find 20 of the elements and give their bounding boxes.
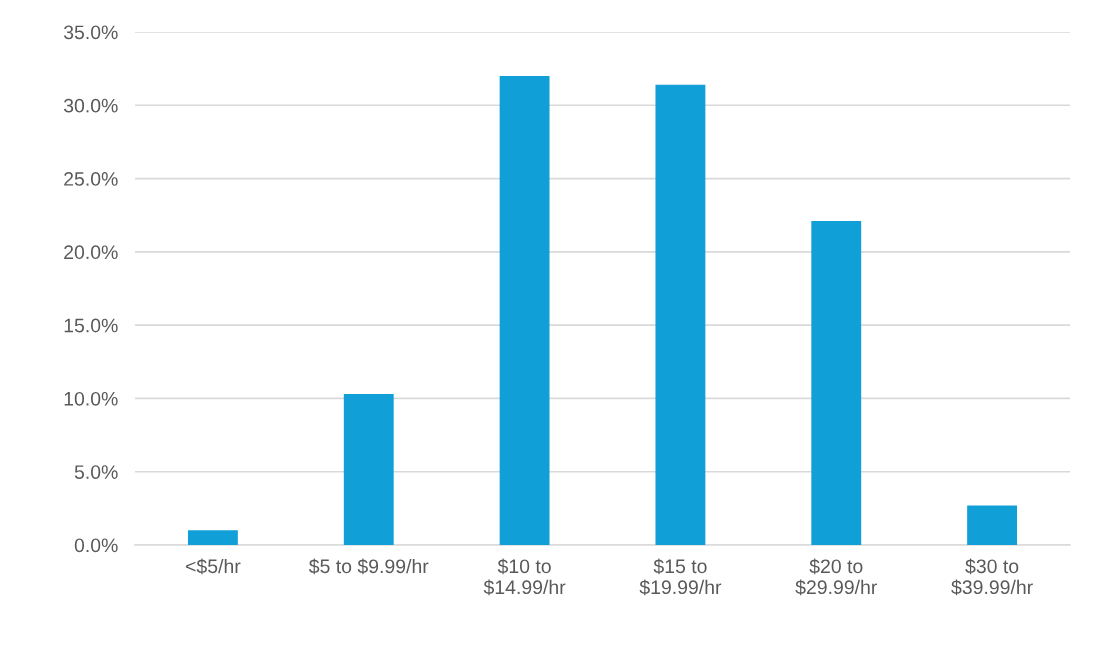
- bar: [187, 530, 238, 545]
- y-tick-label: 20.0%: [64, 245, 118, 260]
- x-tick-label: $20 to $29.99/hr: [795, 558, 878, 596]
- bar: [655, 84, 706, 545]
- y-tick-label: 15.0%: [64, 318, 118, 333]
- bar: [811, 221, 862, 545]
- bar: [343, 394, 394, 545]
- y-tick-label: 10.0%: [64, 391, 118, 406]
- y-tick-label: 0.0%: [74, 538, 118, 553]
- x-tick-label: $10 to $14.99/hr: [483, 558, 566, 596]
- bar: [499, 75, 550, 545]
- x-tick-label: $15 to $19.99/hr: [639, 558, 722, 596]
- x-tick-label: <$5/hr: [186, 558, 241, 575]
- x-tick-label: $30 to $39.99/hr: [951, 558, 1033, 596]
- bar: [967, 505, 1018, 545]
- y-tick-label: 25.0%: [64, 172, 118, 186]
- y-tick-label: 35.0%: [63, 25, 118, 40]
- y-tick-label: 30.0%: [63, 98, 118, 113]
- x-tick-label: $5 to $9.99/hr: [308, 558, 429, 575]
- y-tick-label: 5.0%: [74, 465, 118, 479]
